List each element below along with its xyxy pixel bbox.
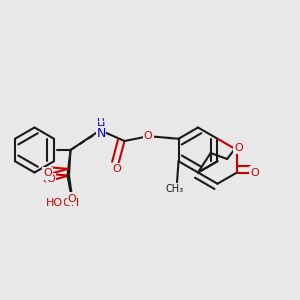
Text: O: O	[112, 164, 122, 174]
Text: HO: HO	[46, 198, 63, 208]
Text: H: H	[97, 122, 105, 132]
Text: O: O	[43, 175, 52, 185]
Text: H
N: H N	[97, 118, 104, 140]
Text: O: O	[234, 142, 243, 153]
Text: O: O	[144, 130, 153, 141]
Text: O: O	[46, 174, 56, 184]
Text: CH₃: CH₃	[166, 184, 184, 194]
Text: O: O	[68, 194, 76, 204]
Text: O: O	[250, 167, 259, 178]
Text: OH: OH	[62, 198, 79, 208]
Text: O: O	[43, 168, 52, 178]
Text: N: N	[96, 127, 106, 140]
